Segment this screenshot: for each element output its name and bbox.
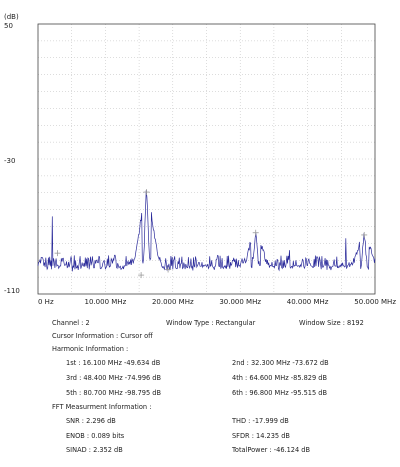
chart-grid [38,24,375,294]
cursor-info-text: Cursor Information : Cursor off [52,332,153,340]
spectrum-trace [37,190,376,272]
sinad-text: SINAD : 2.352 dB [66,446,123,454]
harmonic-2nd: 2nd : 32.300 MHz -73.672 dB [232,359,329,367]
x-tick-2: 20.000 MHz [152,298,194,306]
x-tick-4: 40.000 MHz [287,298,329,306]
total-power-text: TotalPower : -46.124 dB [232,446,311,454]
snr-text: SNR : 2.296 dB [66,417,116,425]
fft-spectrum-chart: (dB) 50 -30 -110 0 Hz 10.000 MHz 20.000 … [4,13,396,306]
harmonic-marker-1 [143,189,150,196]
thd-text: THD : -17.999 dB [232,417,289,425]
plot-frame [37,23,376,295]
y-tick-mid: -30 [4,157,15,165]
sfdr-text: SFDR : 14.235 dB [232,432,290,440]
x-tick-3: 30.000 MHz [219,298,261,306]
channel-text: Channel : 2 [52,319,90,327]
x-tick-5: 50.000 MHz [354,298,396,306]
harmonic-1st: 1st : 16.100 MHz -49.634 dB [66,359,161,367]
enob-text: ENOB : 0.089 bits [66,432,125,440]
window-type-text: Window Type : Rectangular [166,319,256,327]
harmonic-marker-5 [165,266,172,273]
harmonic-marker-2 [252,229,259,236]
window-size-text: Window Size : 8192 [299,319,364,327]
harmonic-header: Harmonic Information : [52,345,129,353]
y-tick-top: 50 [4,22,13,30]
x-tick-0: 0 Hz [38,298,54,306]
harmonic-marker-3 [361,231,368,238]
y-axis-label: (dB) [4,13,19,21]
fft-header: FFT Measurment Information : [52,403,152,411]
harmonic-marker-4 [54,250,61,257]
harmonic-4th: 4th : 64.600 MHz -85.829 dB [232,374,328,382]
harmonic-6th: 6th : 96.800 MHz -95.515 dB [232,389,328,397]
measurement-info-panel: Channel : 2 Window Type : Rectangular Wi… [0,318,400,467]
harmonic-markers [54,189,368,279]
harmonic-5th: 5th : 80.700 MHz -98.795 dB [66,389,162,397]
harmonic-3rd: 3rd : 48.400 MHz -74.996 dB [66,374,162,382]
y-tick-bottom: -110 [4,287,20,295]
harmonic-marker-6 [138,272,145,279]
x-tick-1: 10.000 MHz [85,298,127,306]
